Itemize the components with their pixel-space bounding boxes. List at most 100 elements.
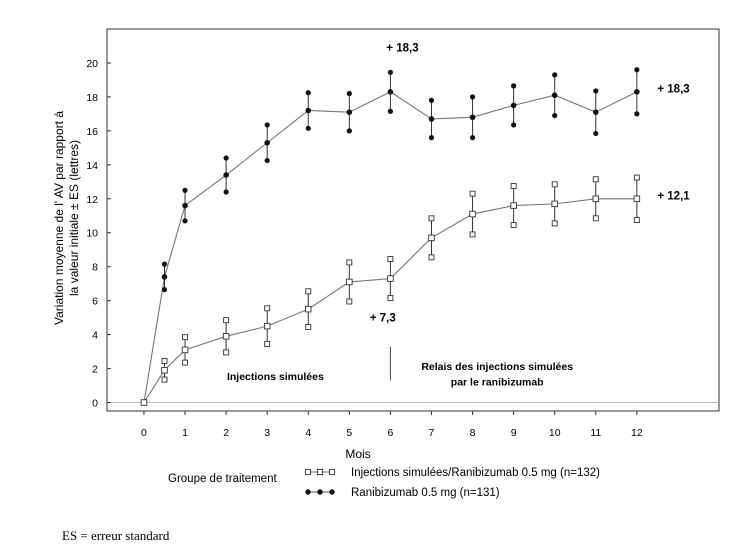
error-cap	[469, 135, 476, 141]
error-cap	[428, 135, 435, 141]
x-tick-label: 11	[590, 427, 601, 439]
legend-marker-circle	[305, 489, 311, 495]
error-cap	[592, 176, 599, 183]
error-cap	[552, 112, 558, 119]
error-cap	[552, 72, 558, 78]
data-point	[140, 399, 148, 406]
y-axis-label-line-1: Variation moyenne de l' AV par rapport à	[52, 111, 66, 325]
x-tick-label: 1	[182, 427, 188, 439]
y-tick-label: 10	[86, 228, 98, 240]
error-cap	[510, 183, 517, 189]
error-cap	[511, 83, 517, 89]
annotation-layer: + 18,3 + 18,3 + 12,1 + 7,3 Injections simulé…	[227, 43, 690, 389]
data-point	[263, 322, 271, 330]
y-tick-label: 0	[92, 398, 98, 410]
error-cap	[633, 217, 640, 223]
legend-marker-square	[304, 468, 312, 476]
y-axis: 0 2 4 6 8 10 12 14 16 18 20	[86, 58, 111, 410]
legend-marker-square	[316, 468, 324, 476]
error-cap	[223, 317, 230, 324]
data-point	[387, 89, 394, 95]
error-cap	[346, 128, 352, 134]
x-tick-label: 0	[141, 427, 147, 439]
data-point	[428, 116, 435, 122]
error-cap	[182, 334, 188, 341]
error-cap	[634, 67, 640, 73]
data-point	[592, 195, 600, 203]
data-point	[161, 274, 168, 280]
error-cap	[346, 298, 353, 305]
x-tick-label: 5	[346, 427, 352, 439]
error-cap	[634, 111, 640, 117]
footnote: ES = erreur standard	[62, 528, 170, 543]
error-cap	[428, 215, 435, 222]
error-cap	[305, 288, 312, 295]
y-tick-label: 4	[92, 330, 98, 342]
plot-frame	[106, 28, 720, 412]
error-cap	[223, 349, 230, 356]
error-cap	[511, 122, 517, 128]
y-tick-label: 16	[86, 126, 98, 138]
x-tick-label: 6	[387, 427, 393, 439]
error-cap	[182, 218, 188, 224]
x-tick-label: 2	[223, 427, 229, 439]
data-point	[182, 202, 188, 209]
legend-marker-circle	[317, 489, 323, 495]
data-point	[592, 109, 599, 115]
error-cap	[469, 190, 476, 197]
phase-label: Injections simulées	[227, 371, 324, 383]
y-axis-label-line-2: la valeur initiale ± ES (lettres)	[67, 140, 81, 296]
y-tick-label: 12	[86, 194, 98, 206]
data-point	[634, 89, 640, 95]
error-cap	[305, 125, 311, 131]
error-cap	[469, 231, 476, 238]
error-cap	[305, 324, 312, 330]
error-cap	[387, 69, 394, 75]
error-cap	[428, 254, 435, 261]
series-line	[143, 198, 637, 403]
data-point	[633, 195, 641, 203]
legend-title: Groupe de traitement	[168, 473, 277, 485]
error-cap	[264, 305, 271, 312]
x-axis: 0 1 2 3 4 5 6 7 8 9 10 11 12	[141, 411, 643, 439]
data-point	[222, 333, 230, 340]
value-annotation: + 18,3	[657, 83, 689, 95]
x-tick-label: 12	[631, 427, 643, 439]
legend: Groupe de traitement Injections simulées/…	[168, 467, 600, 499]
error-cap	[469, 94, 476, 100]
error-cap	[387, 295, 394, 302]
data-point	[387, 275, 394, 282]
error-cap	[223, 155, 229, 161]
y-tick-label: 20	[86, 58, 98, 70]
error-cap	[223, 189, 229, 195]
data-point	[181, 346, 189, 354]
error-cap	[264, 340, 271, 347]
error-cap	[510, 222, 517, 229]
x-tick-label: 10	[549, 427, 561, 439]
data-point	[346, 109, 353, 115]
data-point	[161, 367, 168, 374]
error-cap	[387, 256, 394, 262]
error-cap	[161, 357, 168, 364]
data-point	[551, 200, 558, 208]
data-point	[305, 305, 312, 313]
value-annotation: + 7,3	[370, 313, 396, 325]
data-point	[510, 202, 517, 209]
phase-label: par le ranibizumab	[451, 376, 544, 388]
error-cap	[346, 259, 353, 266]
legend-entry: Ranibizumab 0.5 mg (n=131)	[351, 487, 500, 499]
legend-marker-circle	[329, 489, 335, 495]
legend-marker-square	[328, 468, 336, 476]
error-cap	[182, 187, 188, 193]
error-cap	[551, 181, 558, 188]
x-tick-label: 9	[511, 427, 517, 439]
error-cap	[593, 130, 599, 137]
value-annotation: + 18,3	[386, 43, 418, 55]
data-point	[264, 139, 270, 146]
error-cap	[593, 88, 599, 94]
error-cap	[633, 174, 640, 181]
series-ranibizumab	[141, 67, 640, 406]
value-annotation: + 12,1	[657, 190, 690, 202]
data-point	[305, 107, 312, 114]
